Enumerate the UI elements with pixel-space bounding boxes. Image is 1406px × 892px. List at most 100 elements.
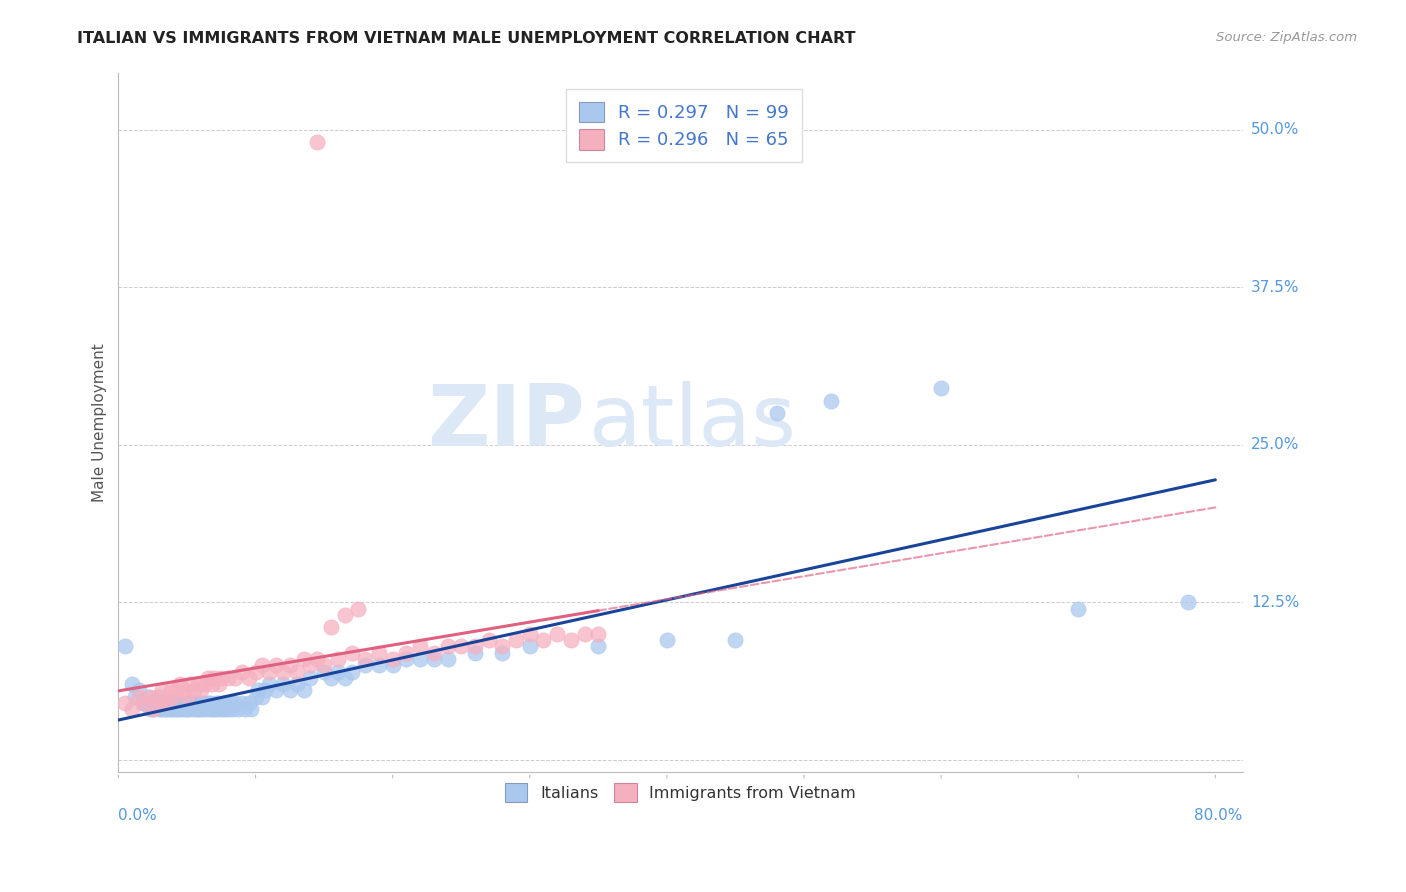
Text: 0.0%: 0.0% [118,808,157,823]
Text: 25.0%: 25.0% [1251,437,1299,452]
Point [533,633,555,648]
Point [423,646,446,660]
Point [368,658,391,673]
Point [186,702,208,716]
Point [114,640,136,654]
Point [179,702,201,716]
Point [138,690,160,704]
Point [238,696,260,710]
Point [347,601,370,615]
Point [214,696,236,710]
Point [588,640,610,654]
Point [212,702,235,716]
Point [169,677,191,691]
Point [201,702,224,716]
Point [464,640,486,654]
Point [159,702,181,716]
Point [478,633,501,648]
Point [176,702,198,716]
Point [560,633,582,648]
Point [197,696,219,710]
Point [285,677,308,691]
Point [173,696,195,710]
Point [166,702,188,716]
Point [292,683,315,698]
Point [204,671,226,685]
Point [176,690,198,704]
Point [765,406,787,420]
Point [174,702,197,716]
Text: 80.0%: 80.0% [1195,808,1243,823]
Point [247,683,270,698]
Point [271,677,294,691]
Point [183,702,205,716]
Point [162,702,184,716]
Point [142,702,165,716]
Point [519,626,541,640]
Point [354,652,377,666]
Point [179,677,201,691]
Point [226,702,249,716]
Point [209,702,232,716]
Point [156,696,179,710]
Point [231,665,253,679]
Point [128,683,150,698]
Point [314,665,336,679]
Text: atlas: atlas [589,381,796,464]
Text: Source: ZipAtlas.com: Source: ZipAtlas.com [1216,31,1357,45]
Point [121,677,143,691]
Point [132,696,155,710]
Text: 50.0%: 50.0% [1251,122,1299,137]
Point [238,671,260,685]
Point [450,640,472,654]
Point [160,696,183,710]
Point [138,690,160,704]
Point [259,665,281,679]
Point [157,702,180,716]
Point [333,607,356,622]
Text: ITALIAN VS IMMIGRANTS FROM VIETNAM MALE UNEMPLOYMENT CORRELATION CHART: ITALIAN VS IMMIGRANTS FROM VIETNAM MALE … [77,31,856,46]
Point [184,696,207,710]
Point [191,702,214,716]
Point [209,671,232,685]
Point [146,690,169,704]
Point [285,665,308,679]
Point [326,652,349,666]
Point [381,652,404,666]
Point [152,702,174,716]
Point [194,677,217,691]
Point [307,136,329,150]
Text: 37.5%: 37.5% [1251,280,1299,294]
Point [574,626,596,640]
Point [546,626,568,640]
Point [207,696,229,710]
Point [929,381,952,395]
Point [197,671,219,685]
Point [436,652,458,666]
Point [142,702,165,716]
Point [217,702,239,716]
Point [128,690,150,704]
Point [162,690,184,704]
Point [219,696,242,710]
Point [395,652,418,666]
Point [148,690,170,704]
Point [820,393,842,408]
Point [724,633,747,648]
Point [264,683,287,698]
Point [409,652,432,666]
Point [340,665,363,679]
Point [198,702,221,716]
Point [395,646,418,660]
Point [163,696,186,710]
Point [224,671,246,685]
Text: ZIP: ZIP [427,381,585,464]
Point [135,696,157,710]
Point [193,696,215,710]
Point [139,702,162,716]
Point [264,658,287,673]
Point [278,658,301,673]
Point [245,690,267,704]
Point [155,702,177,716]
Point [464,646,486,660]
